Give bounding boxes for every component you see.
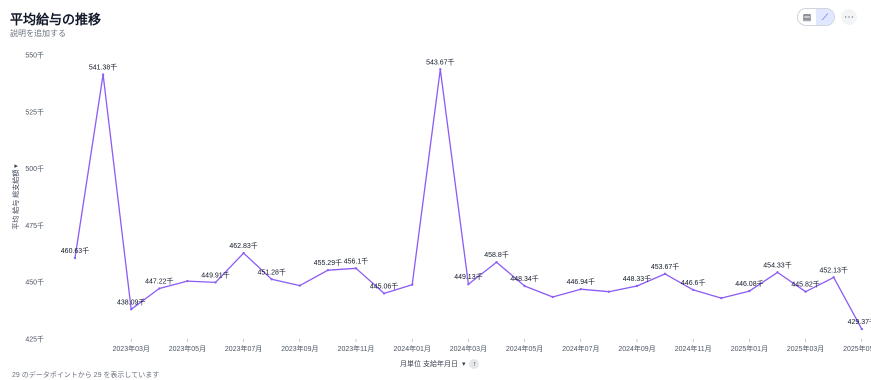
y-axis-title: 平均 給与 総支給額 ▾ (11, 164, 20, 230)
data-label: 451.28千 (257, 267, 285, 276)
data-label: 447.22千 (145, 277, 173, 286)
data-label: 456.1千 (344, 256, 369, 265)
data-point (73, 256, 77, 260)
data-point (354, 267, 358, 270)
x-tick-label: 2025年05月 (843, 344, 871, 353)
data-point (748, 289, 751, 293)
data-label: 446.94千 (567, 277, 595, 286)
x-tick-label: 2023年11月 (338, 344, 375, 353)
data-label: 445.06千 (370, 281, 398, 290)
x-tick-label: 2024年01月 (394, 344, 431, 353)
data-point-count: 29 のデータポイントから 29 を表示しています (12, 372, 160, 379)
x-tick-label: 2023年05月 (169, 344, 206, 353)
line-chart-icon[interactable]: ⟋ (816, 9, 834, 25)
sort-arrow-icon[interactable]: ↑ (469, 359, 480, 369)
y-tick-label: 475千 (25, 221, 44, 230)
data-label: 429.37千 (848, 317, 871, 326)
data-label: 449.13千 (454, 272, 482, 281)
more-icon[interactable]: ⋯ (841, 9, 857, 25)
data-point (495, 261, 498, 264)
data-point (860, 327, 863, 331)
data-point (158, 287, 161, 290)
chart-title: 平均給与の推移 (10, 12, 102, 27)
add-description-link[interactable]: 説明を追加する (10, 29, 66, 38)
x-tick-label: 2025年01月 (731, 344, 768, 353)
data-point (804, 290, 807, 293)
data-point (214, 281, 217, 284)
data-label: 455.29千 (314, 258, 342, 267)
data-point (130, 308, 133, 311)
data-point (692, 288, 695, 292)
data-label: 453.67千 (651, 262, 679, 271)
data-point (382, 292, 386, 295)
x-tick-label: 2024年05月 (506, 344, 543, 353)
x-tick-label: 2023年09月 (281, 344, 318, 353)
y-tick-label: 525千 (25, 107, 44, 116)
data-point (663, 272, 667, 276)
x-tick-label: 2024年07月 (562, 344, 599, 353)
data-point (551, 295, 554, 299)
data-point (607, 290, 611, 293)
data-point (832, 276, 835, 279)
data-label: 446.6千 (681, 278, 706, 287)
data-label: 462.83千 (229, 241, 257, 250)
view-toggle: ▤ ⟋ (797, 8, 835, 26)
y-tick-label: 450千 (25, 278, 44, 287)
x-tick-label: 2024年11月 (675, 344, 712, 353)
data-point (467, 282, 470, 286)
data-label: 438.09千 (117, 297, 145, 306)
data-label: 452.13千 (819, 265, 847, 274)
data-point (439, 68, 442, 71)
data-label: 541.38千 (89, 63, 117, 72)
chevron-down-icon[interactable]: ▾ (461, 361, 466, 368)
data-label: 458.8千 (484, 250, 509, 259)
data-point (326, 268, 330, 272)
data-label: 454.33千 (763, 260, 791, 269)
y-tick-label: 500千 (25, 164, 44, 173)
data-point (776, 271, 779, 274)
data-point (720, 296, 723, 300)
data-label: 460.63千 (61, 246, 89, 255)
data-label: 448.33千 (623, 274, 651, 283)
x-tick-label: 2023年03月 (113, 344, 150, 353)
data-point (186, 279, 189, 283)
data-point (579, 287, 582, 291)
x-axis-title: 月単位 支給年月日 (400, 361, 458, 368)
view-toolbar: ▤ ⟋ ⋯ (797, 8, 857, 26)
table-icon[interactable]: ▤ (802, 11, 812, 22)
x-tick-label: 2024年09月 (618, 344, 655, 353)
series-line (74, 68, 863, 330)
x-axis-title-control[interactable]: 月単位 支給年月日 ▾ ↑ (400, 359, 480, 369)
data-label: 446.08千 (735, 279, 763, 288)
data-point (242, 251, 245, 255)
data-label: 449.91千 (201, 270, 229, 279)
data-point (411, 283, 414, 286)
data-point (270, 278, 273, 281)
x-tick-label: 2023年07月 (225, 344, 262, 353)
data-point (635, 284, 639, 288)
x-tick-label: 2025年03月 (787, 344, 824, 353)
x-tick-label: 2024年03月 (450, 344, 487, 353)
data-label: 448.34千 (510, 274, 538, 283)
data-label: 543.67千 (426, 57, 454, 66)
data-point (523, 284, 526, 288)
y-tick-label: 425千 (25, 335, 44, 344)
data-label: 445.82千 (791, 280, 819, 289)
data-point (101, 73, 105, 76)
data-point (298, 284, 301, 287)
y-tick-label: 550千 (25, 51, 44, 60)
